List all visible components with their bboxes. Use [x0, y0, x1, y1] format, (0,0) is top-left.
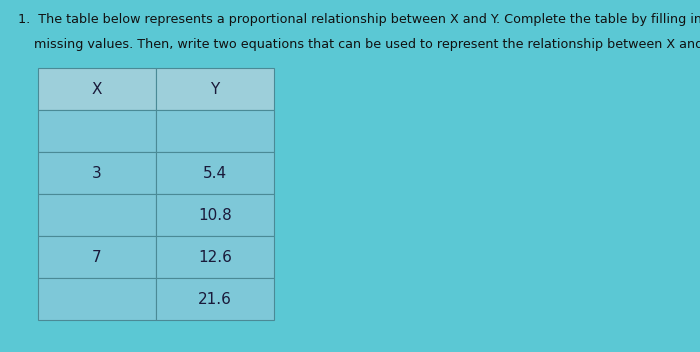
Bar [156, 110, 274, 152]
Bar [156, 152, 274, 194]
Text: 21.6: 21.6 [198, 291, 232, 307]
Bar [156, 278, 274, 320]
Text: 12.6: 12.6 [198, 250, 232, 264]
Bar [38, 194, 156, 236]
Bar [38, 278, 156, 320]
Bar [38, 152, 156, 194]
Bar [156, 236, 274, 278]
Bar [38, 68, 156, 110]
Text: 5.4: 5.4 [203, 165, 227, 181]
Bar [156, 68, 274, 110]
Bar [156, 194, 274, 236]
Bar [38, 236, 156, 278]
Text: 7: 7 [92, 250, 102, 264]
Text: 10.8: 10.8 [198, 207, 232, 222]
Text: 3: 3 [92, 165, 102, 181]
Text: X: X [92, 82, 102, 96]
Text: Y: Y [211, 82, 220, 96]
Text: 1.  The table below represents a proportional relationship between X and Y. Comp: 1. The table below represents a proporti… [18, 13, 700, 26]
Text: missing values. Then, write two equations that can be used to represent the rela: missing values. Then, write two equation… [18, 38, 700, 51]
Bar [38, 110, 156, 152]
